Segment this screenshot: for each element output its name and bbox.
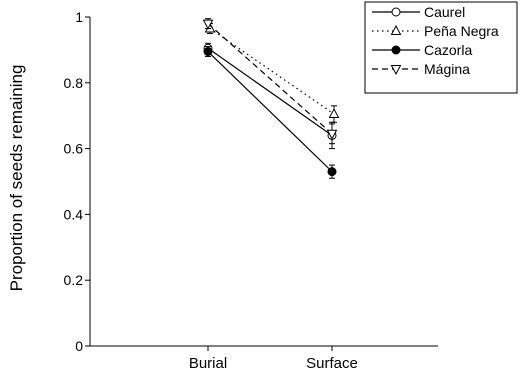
legend-label: Peña Negra <box>424 23 499 39</box>
point-marker <box>326 129 338 140</box>
x-tick-label: Burial <box>189 355 227 372</box>
y-tick-label: 0.6 <box>64 141 84 157</box>
legend-label: Caurel <box>424 4 465 20</box>
y-axis-ticks: 0 0.2 0.4 0.6 0.8 1 <box>64 9 90 354</box>
point-marker <box>390 24 402 35</box>
legend-label: Cazorla <box>424 42 472 58</box>
x-axis-ticks: Burial Surface <box>189 346 358 372</box>
y-tick-label: 0 <box>75 338 83 354</box>
point-marker <box>391 45 401 55</box>
series-layer <box>202 18 340 179</box>
legend: Caurel Peña Negra Cazorla Mágina <box>364 1 518 94</box>
series-line <box>207 51 333 173</box>
y-tick-label: 0.2 <box>64 272 84 288</box>
point-marker <box>328 107 340 119</box>
series-m-gina <box>202 18 338 145</box>
series-line <box>207 47 333 136</box>
y-tick-label: 0.4 <box>64 206 84 222</box>
y-axis-label: Proportion of seeds remaining <box>7 65 26 292</box>
y-tick-label: 1 <box>75 9 83 25</box>
point-marker <box>391 7 401 17</box>
legend-box <box>364 1 518 94</box>
x-tick-label: Surface <box>306 355 358 372</box>
series-line <box>209 28 335 115</box>
series-caurel <box>203 42 337 150</box>
point-marker <box>327 167 337 177</box>
y-tick-label: 0.8 <box>64 75 84 91</box>
series-cazorla <box>203 46 337 179</box>
series-line <box>207 23 333 135</box>
point-marker <box>390 65 402 76</box>
point-marker <box>202 19 214 30</box>
point-marker <box>203 47 213 57</box>
legend-label: Mágina <box>424 61 470 77</box>
